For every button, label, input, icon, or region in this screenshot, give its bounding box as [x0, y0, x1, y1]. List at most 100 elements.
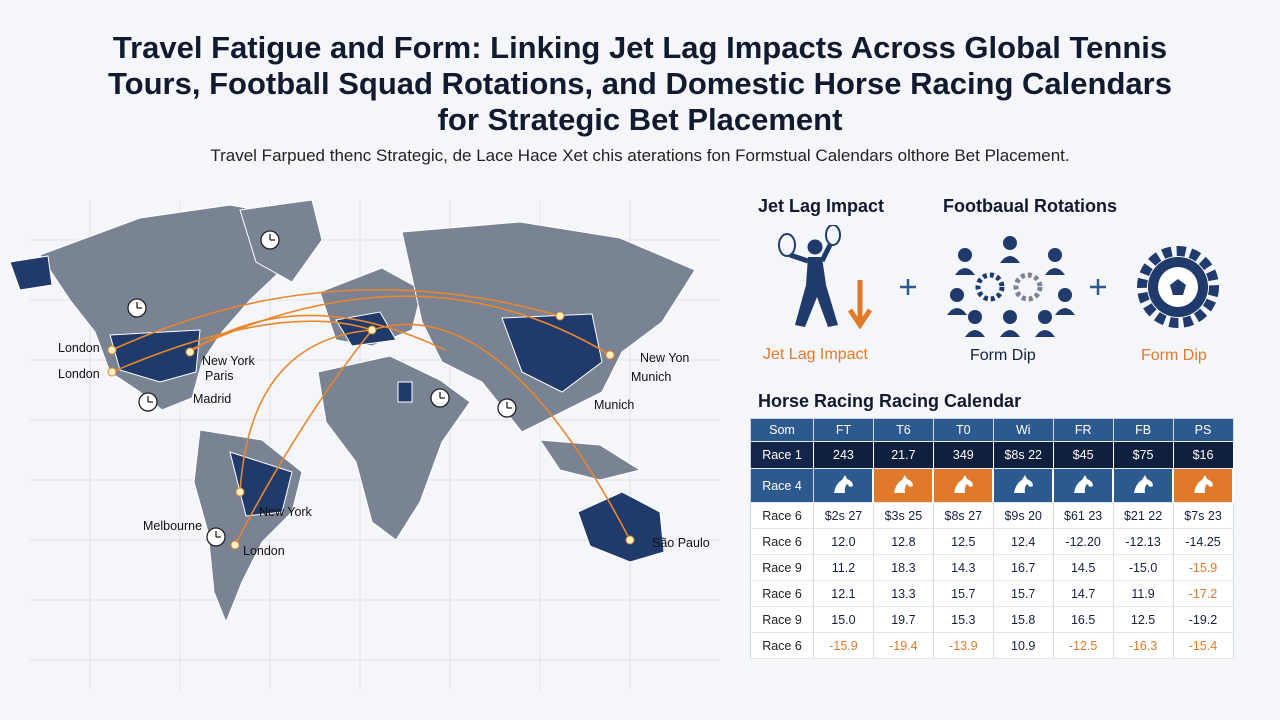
- table-title: Horse Racing Racing Calendar: [758, 391, 1022, 411]
- table-cell: 16.5: [1053, 606, 1114, 633]
- table-cell: 12.0: [813, 528, 874, 555]
- table-row: Race 1 243 21.7 349 $8s 22 $45 $75 $16: [750, 441, 1234, 469]
- table-cell: -19.2: [1173, 606, 1234, 633]
- table-cell: 12.4: [993, 528, 1054, 555]
- map-label: Madrid: [193, 392, 232, 406]
- row-label: Race 1: [750, 441, 814, 469]
- race-calendar-table: Som FT T6 T0 Wi FR FB PS Race 1 243 21.7 349 $8s 22 $…: [750, 418, 1234, 659]
- table-row: Race 6 -15.9 -19.4 -13.9 10.9 -12.5 -16.3 -15.4: [750, 632, 1234, 659]
- horse-icon: [1134, 475, 1154, 493]
- table-cell: -15.4: [1173, 632, 1234, 659]
- row-label: Race 9: [750, 606, 814, 633]
- table-cell: 243: [813, 441, 874, 469]
- header-cell: T0: [933, 418, 994, 442]
- table-row: Race 9 15.0 19.7 15.3 15.8 16.5 12.5 -19.2: [750, 606, 1234, 633]
- icon-cell: [993, 468, 1055, 503]
- subtitle: Travel Farpued thenc Strategic, de Lace …: [210, 146, 1070, 165]
- header-cell: Wi: [993, 418, 1054, 442]
- map-label: Munich: [631, 370, 672, 384]
- table-cell: -16.3: [1113, 632, 1174, 659]
- table-cell: 12.5: [933, 528, 994, 555]
- table-cell: -17.2: [1173, 580, 1234, 607]
- table-cell: -15.9: [813, 632, 874, 659]
- table-cell: 15.8: [993, 606, 1054, 633]
- table-row: Race 9 11.2 18.3 14.3 16.7 14.5 -15.0 -15.9: [750, 554, 1234, 581]
- icon-cell: [1113, 468, 1175, 503]
- map-label: New Yon: [640, 351, 690, 365]
- table-cell: 14.3: [933, 554, 994, 581]
- table-cell: 15.0: [813, 606, 874, 633]
- table-cell: $2s 27: [813, 502, 874, 529]
- row-label: Race 6: [750, 580, 814, 607]
- football-gear-icon: [1137, 246, 1219, 328]
- squad-rotation-icon: [947, 236, 1075, 337]
- horse-icon: [834, 475, 854, 493]
- header-cell: FR: [1053, 418, 1114, 442]
- world-map: [9, 199, 720, 690]
- map-label: London: [58, 341, 100, 355]
- table-cell: -13.9: [933, 632, 994, 659]
- table-cell: 19.7: [873, 606, 934, 633]
- header-row: Som FT T6 T0 Wi FR FB PS: [750, 418, 1234, 442]
- table-cell: 11.9: [1113, 580, 1174, 607]
- title: Travel Fatigue and Form: Linking Jet Lag…: [108, 30, 1172, 137]
- table-cell: 21.7: [873, 441, 934, 469]
- icon-cell: [1053, 468, 1115, 503]
- tennis-player-icon: [778, 225, 841, 327]
- map-label: London: [58, 367, 100, 381]
- table-cell: -12.13: [1113, 528, 1174, 555]
- table-cell: 18.3: [873, 554, 934, 581]
- icon-caption: Form Dip: [1141, 347, 1207, 364]
- table-cell: 13.3: [873, 580, 934, 607]
- table-cell: -15.0: [1113, 554, 1174, 581]
- row-label: Race 6: [750, 632, 814, 659]
- row-label: Race 6: [750, 528, 814, 555]
- down-arrow: [847, 280, 873, 330]
- table-cell: $9s 20: [993, 502, 1054, 529]
- panel-heading: Footbaual Rotations: [943, 196, 1117, 216]
- table-cell: 11.2: [813, 554, 874, 581]
- horse-icon: [1014, 475, 1034, 493]
- table-cell: 12.1: [813, 580, 874, 607]
- table-cell: $3s 25: [873, 502, 934, 529]
- table-row: Race 4: [750, 468, 1234, 503]
- table-body: Som FT T6 T0 Wi FR FB PS Race 1 243 21.7 349 $8s 22 $…: [750, 418, 1234, 659]
- icon-cell: [873, 468, 935, 503]
- table-cell: $21 22: [1113, 502, 1174, 529]
- table-cell: 10.9: [993, 632, 1054, 659]
- plus-sign: [900, 279, 916, 295]
- map-label: Paris: [205, 369, 234, 383]
- horse-icon: [1074, 475, 1094, 493]
- row-label: Race 4: [750, 468, 814, 503]
- icon-caption: Form Dip: [970, 347, 1036, 364]
- table-cell: $8s 27: [933, 502, 994, 529]
- travel-arcs: [111, 288, 631, 546]
- table-cell: -14.25: [1173, 528, 1234, 555]
- header-cell: T6: [873, 418, 934, 442]
- map-label: Melbourne: [143, 519, 203, 533]
- table-cell: -12.20: [1053, 528, 1114, 555]
- table-cell: 14.7: [1053, 580, 1114, 607]
- table-cell: $7s 23: [1173, 502, 1234, 529]
- table-cell: -19.4: [873, 632, 934, 659]
- table-cell: 12.8: [873, 528, 934, 555]
- table-cell: $8s 22: [993, 441, 1054, 469]
- map-label: London: [243, 544, 285, 558]
- map-label: New York: [202, 354, 255, 368]
- icon-row: [778, 225, 1219, 337]
- icon-caption: Jet Lag Impact: [763, 346, 868, 363]
- table-cell: 349: [933, 441, 994, 469]
- header-cell: PS: [1173, 418, 1234, 442]
- map-label: São Paulo: [652, 536, 710, 550]
- table-cell: $75: [1113, 441, 1174, 469]
- horse-icon: [894, 475, 914, 493]
- horse-icon: [954, 475, 974, 493]
- table-cell: -12.5: [1053, 632, 1114, 659]
- table-row: Race 6 12.1 13.3 15.7 15.7 14.7 11.9 -17.2: [750, 580, 1234, 607]
- table-row: Race 6 $2s 27 $3s 25 $8s 27 $9s 20 $61 23 $21 …: [750, 502, 1234, 529]
- city-dots: [107, 311, 635, 550]
- table-cell: 15.7: [993, 580, 1054, 607]
- header-cell: Som: [750, 418, 814, 442]
- header-cell: FT: [813, 418, 874, 442]
